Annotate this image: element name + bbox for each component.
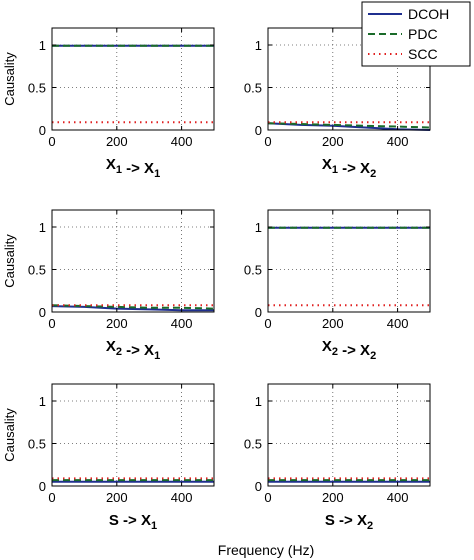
y-tick-label: 0.5 [28,437,46,452]
x-tick-label: 200 [106,134,128,149]
y-tick-label: 1 [255,38,262,53]
legend-label-dcoh: DCOH [408,6,449,22]
panel-title: S -> X1 [109,512,157,532]
plot-area [268,384,430,486]
panel-title-subscript: 2 [370,168,376,180]
panel-title-subscript: 1 [154,350,160,362]
x-tick-label: 0 [264,490,271,505]
y-tick-label: 1 [255,394,262,409]
x-tick-label: 0 [264,316,271,331]
panel-title: X1 -> X1 [106,156,160,180]
plot-area [52,384,214,486]
panel-title-part: X [144,342,154,359]
panel-title-part: X [357,512,367,529]
panel-title-part: X [141,512,151,529]
panel-3-2: 0 200 400 0 0.5 1 S -> X2 [244,383,431,532]
x-tick-label: 0 [48,316,55,331]
x-tick-label: 200 [322,134,344,149]
axes-frame [267,27,431,131]
y-tick-label: 0 [39,479,46,494]
y-tick-label: 0 [39,123,46,138]
x-tick-label: 400 [387,134,409,149]
panel-title-part: X [144,160,154,177]
y-tick-label: 1 [255,220,262,235]
legend-label-pdc: PDC [408,26,438,42]
panel-title-subscript: 2 [370,350,376,362]
x-tick-label: 0 [264,134,271,149]
panel-title-subscript: 2 [367,520,373,532]
x-tick-label: 200 [322,316,344,331]
x-tick-label: 400 [171,134,193,149]
x-common-label: Frequency (Hz) [218,542,314,558]
y-tick-label: 0.5 [28,263,46,278]
panel-title: X1 -> X2 [322,156,376,180]
panel-title-part: X [322,338,332,355]
panel-title-part: -> [122,160,144,177]
panel-title-part: S [325,512,335,529]
x-tick-label: 200 [106,316,128,331]
plot-area [268,210,430,312]
panel-title: X2 -> X1 [106,338,160,362]
panel-title-part: X [106,338,116,355]
y-tick-label: 1 [39,394,46,409]
x-tick-label: 400 [387,316,409,331]
y-tick-label: 0 [39,305,46,320]
axes-frame [51,383,215,487]
y-axis-label: Causality [2,52,17,106]
panel-title-part: -> [122,342,144,359]
y-tick-label: 0 [255,479,262,494]
panel-title-part: S [109,512,119,529]
x-tick-label: 0 [48,134,55,149]
y-tick-label: 1 [39,38,46,53]
x-tick-label: 400 [171,490,193,505]
y-tick-label: 0.5 [244,263,262,278]
x-tick-label: 400 [387,490,409,505]
y-tick-label: 0 [255,123,262,138]
panel-title-part: -> [119,512,141,529]
y-tick-label: 0.5 [244,81,262,96]
panel-title-part: -> [338,160,360,177]
y-tick-label: 0.5 [244,437,262,452]
y-tick-label: 0 [255,305,262,320]
panel-title-subscript: 1 [154,168,160,180]
panel-title: S -> X2 [325,512,373,532]
legend: DCOH PDC SCC [361,1,471,67]
x-tick-label: 400 [171,316,193,331]
panel-title-part: X [360,342,370,359]
panel-title-subscript: 1 [116,164,122,176]
axes-frame [267,209,431,313]
series-line-pdc [267,122,431,129]
panel-title-subscript: 1 [151,520,157,532]
legend-label-scc: SCC [408,46,438,62]
series-line-pdc [51,304,215,310]
y-axis-label: Causality [2,408,17,462]
y-tick-label: 1 [39,220,46,235]
panel-title: X2 -> X2 [322,338,376,362]
panel-title-part: -> [335,512,357,529]
axes-frame [267,383,431,487]
axes-frame [51,209,215,313]
y-axis-label: Causality [2,234,17,288]
x-tick-label: 200 [322,490,344,505]
y-tick-label: 0.5 [28,81,46,96]
panel-title-subscript: 1 [332,164,338,176]
panel-title-subscript: 2 [332,346,338,358]
panel-title-subscript: 2 [116,346,122,358]
panel-title-part: X [106,156,116,173]
x-tick-label: 0 [48,490,55,505]
plot-area [52,28,214,130]
x-tick-label: 200 [106,490,128,505]
panel-title-part: X [360,160,370,177]
panel-title-part: X [322,156,332,173]
axes-frame [51,27,215,131]
panel-title-part: -> [338,342,360,359]
plot-area [52,210,214,312]
